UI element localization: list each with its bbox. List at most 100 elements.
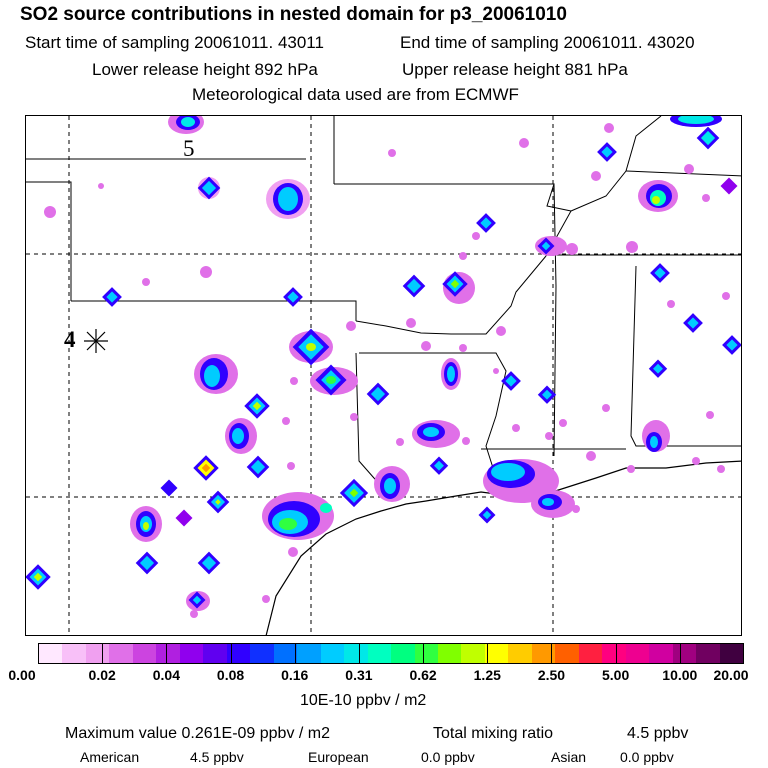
colorbar-segment bbox=[649, 644, 673, 663]
colorbar-segment bbox=[273, 644, 298, 663]
blob-group bbox=[476, 213, 496, 233]
region-label-5: 5 bbox=[183, 136, 195, 161]
blob-group bbox=[597, 142, 617, 162]
colorbar-segment bbox=[602, 644, 626, 663]
coastline bbox=[265, 460, 741, 635]
asian-label: Asian bbox=[551, 749, 587, 765]
region-label-4: 4 bbox=[64, 327, 76, 352]
colorbar-segment bbox=[696, 644, 720, 663]
colorbar-tick-label: 0.08 bbox=[216, 667, 245, 683]
colorbar-divider bbox=[615, 643, 617, 664]
colorbar-segment bbox=[719, 644, 744, 663]
blob-group bbox=[160, 479, 496, 527]
colorbar-segment bbox=[297, 644, 321, 663]
lower-release-label: Lower release height 892 hPa bbox=[92, 60, 318, 79]
boundary-tx-la bbox=[355, 352, 382, 487]
colorbar-segment bbox=[367, 644, 392, 663]
colorbar-tick-label: 2.50 bbox=[537, 667, 566, 683]
colorbar-segment bbox=[555, 644, 579, 663]
colorbar bbox=[38, 643, 744, 664]
page-title: SO2 source contributions in nested domai… bbox=[20, 4, 567, 25]
colorbar-segment bbox=[391, 644, 415, 663]
colorbar-tick-label: 5.00 bbox=[602, 667, 630, 683]
colorbar-tick-label: 10.00 bbox=[662, 667, 698, 683]
colorbar-divider bbox=[102, 643, 104, 664]
grid-lines bbox=[26, 116, 741, 635]
speck-group bbox=[44, 123, 730, 618]
total-mixing-value: 4.5 ppbv bbox=[627, 725, 689, 742]
colorbar-segment bbox=[85, 644, 110, 663]
blob-group bbox=[642, 420, 670, 452]
boundary-tx-panhandle bbox=[71, 300, 357, 321]
colorbar-segment bbox=[508, 644, 532, 663]
colorbar-tick-label: 0.00 bbox=[8, 667, 36, 683]
blob-group bbox=[310, 364, 358, 396]
map-canvas: 5 4 bbox=[26, 116, 741, 635]
state-boundaries bbox=[26, 116, 741, 487]
boundary-al-ga bbox=[630, 265, 741, 447]
blob-group bbox=[339, 466, 410, 508]
blob-group bbox=[648, 177, 741, 378]
start-time-label: Start time of sampling 20061011. 43011 bbox=[25, 33, 324, 52]
blob-group bbox=[225, 418, 257, 454]
blob-group bbox=[266, 179, 310, 219]
blob-group bbox=[168, 116, 204, 134]
american-label: American bbox=[80, 749, 140, 765]
boundary-ok-mo-ar bbox=[334, 183, 572, 257]
colorbar-divider bbox=[423, 643, 425, 664]
colorbar-tick-label: 0.04 bbox=[152, 667, 180, 683]
colorbar-segment bbox=[132, 644, 157, 663]
colorbar-tick-label: 0.62 bbox=[409, 667, 437, 683]
colorbar-segment bbox=[625, 644, 650, 663]
european-value: 0.0 ppbv bbox=[421, 749, 475, 765]
colorbar-units: 10E-10 ppbv / m2 bbox=[300, 692, 427, 709]
colorbar-segment bbox=[39, 644, 63, 663]
colorbar-tick-label: 20.00 bbox=[713, 667, 749, 683]
contribution-blobs bbox=[26, 116, 741, 618]
blob-group bbox=[412, 420, 460, 448]
boundary-ms-al bbox=[553, 183, 557, 457]
colorbar-segment bbox=[461, 644, 485, 663]
blob-group bbox=[262, 492, 334, 540]
colorbar-segment bbox=[672, 644, 697, 663]
colorbar-segment bbox=[203, 644, 227, 663]
blob-group bbox=[670, 116, 722, 150]
blob-group bbox=[638, 180, 678, 212]
blob-group bbox=[194, 354, 238, 394]
colorbar-segment bbox=[62, 644, 86, 663]
blob-group bbox=[289, 328, 333, 366]
blob-group bbox=[197, 176, 221, 200]
boundary-red-river bbox=[355, 255, 547, 335]
boundary-co-nm bbox=[26, 181, 72, 301]
blob-group bbox=[193, 455, 219, 481]
met-data-label: Meteorological data used are from ECMWF bbox=[192, 85, 519, 104]
map-panel: 5 4 bbox=[25, 115, 742, 636]
colorbar-divider bbox=[551, 643, 553, 664]
colorbar-segment bbox=[109, 644, 133, 663]
colorbar-segment bbox=[156, 644, 180, 663]
colorbar-tick-label: 0.31 bbox=[345, 667, 373, 683]
blob-group bbox=[366, 358, 557, 406]
colorbar-tick-label: 0.16 bbox=[281, 667, 309, 683]
colorbar-segment bbox=[531, 644, 556, 663]
colorbar-segment bbox=[250, 644, 274, 663]
blob-group bbox=[535, 236, 567, 256]
colorbar-tick-label: 0.02 bbox=[88, 667, 116, 683]
colorbar-divider bbox=[294, 643, 296, 664]
boundary-la-ar-ms bbox=[359, 352, 507, 472]
colorbar-segment bbox=[484, 644, 509, 663]
colorbar-segment bbox=[226, 644, 251, 663]
colorbar-segment bbox=[320, 644, 345, 663]
blob-group bbox=[246, 455, 449, 479]
colorbar-divider bbox=[166, 643, 168, 664]
colorbar-segment bbox=[344, 644, 368, 663]
release-source-asterisk-icon bbox=[84, 329, 108, 353]
american-value: 4.5 ppbv bbox=[190, 749, 244, 765]
end-time-label: End time of sampling 20061011. 43020 bbox=[400, 33, 695, 52]
european-label: European bbox=[308, 749, 369, 765]
colorbar-tick-label: 1.25 bbox=[473, 667, 501, 683]
blob-group bbox=[402, 271, 475, 304]
colorbar-divider bbox=[487, 643, 489, 664]
blob-group bbox=[26, 551, 221, 611]
colorbar-segment bbox=[179, 644, 204, 663]
